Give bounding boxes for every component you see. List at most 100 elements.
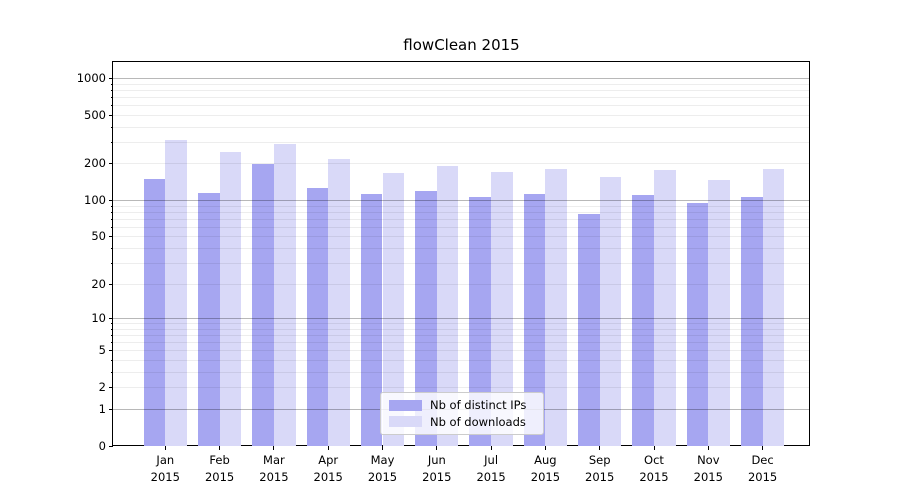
ytick-mark-minor bbox=[111, 328, 113, 330]
bar-s0-apr bbox=[306, 187, 329, 446]
gridline-minor bbox=[113, 226, 810, 228]
ytick-label: 10 bbox=[91, 310, 106, 325]
xtick-year: 2015 bbox=[367, 470, 398, 484]
ytick-mark-minor bbox=[111, 83, 113, 85]
bar-s0-aug bbox=[523, 194, 546, 446]
bar-s1-sep bbox=[599, 176, 622, 446]
xtick-year: 2015 bbox=[422, 470, 452, 484]
gridline-minor bbox=[113, 114, 810, 116]
xtick-month: Dec bbox=[751, 453, 774, 467]
xtick-label: Nov 2015 bbox=[681, 452, 735, 486]
bar-s1-may bbox=[382, 172, 405, 446]
xtick-month: Sep bbox=[588, 453, 611, 467]
xtick-month: Nov bbox=[697, 453, 720, 467]
ytick-label: 20 bbox=[91, 276, 106, 291]
ytick-mark-minor bbox=[111, 236, 113, 238]
ytick-mark-minor bbox=[111, 350, 113, 352]
ytick-mark bbox=[109, 445, 113, 447]
ytick-mark-minor bbox=[111, 141, 113, 143]
bar-s0-jun bbox=[415, 191, 437, 446]
xtick-mark bbox=[490, 446, 492, 450]
xtick-year: 2015 bbox=[530, 470, 561, 484]
ytick-mark-minor bbox=[111, 323, 113, 324]
ytick-mark-minor bbox=[111, 126, 113, 128]
xtick-label: Mar 2015 bbox=[247, 452, 301, 486]
bar-s1-dec bbox=[762, 169, 785, 446]
bar-s0-sep bbox=[578, 214, 600, 446]
ytick-mark-minor bbox=[111, 105, 113, 107]
legend: Nb of distinct IPs Nb of downloads bbox=[380, 392, 544, 435]
xtick-year: 2015 bbox=[313, 470, 343, 484]
bar-s1-jun bbox=[436, 166, 459, 446]
ytick-mark-minor bbox=[111, 334, 113, 336]
legend-swatch-distinct-ips-icon bbox=[389, 399, 422, 411]
bar-s1-jan bbox=[165, 140, 187, 446]
xtick-mark bbox=[164, 446, 166, 450]
gridline-major bbox=[113, 199, 810, 201]
xtick-month: Aug bbox=[534, 453, 557, 467]
xtick-label: Jan 2015 bbox=[138, 452, 192, 486]
gridline-minor bbox=[113, 328, 810, 330]
xtick-mark bbox=[382, 446, 383, 450]
gridline-minor bbox=[113, 205, 810, 207]
gridline-minor bbox=[113, 359, 810, 361]
ytick-label: 5 bbox=[98, 343, 106, 358]
xtick-year: 2015 bbox=[204, 470, 235, 484]
legend-label-downloads: Nb of downloads bbox=[430, 414, 526, 429]
ytick-mark-minor bbox=[111, 387, 113, 389]
bar-s1-feb bbox=[219, 151, 242, 446]
gridline-minor bbox=[113, 218, 810, 220]
gridline-minor bbox=[113, 141, 810, 143]
gridline-major bbox=[113, 317, 810, 319]
legend-entry-distinct-ips: Nb of distinct IPs bbox=[389, 397, 535, 413]
xtick-month: Mar bbox=[263, 453, 285, 467]
bar-s1-jul bbox=[491, 172, 513, 446]
ytick-mark-minor bbox=[111, 114, 113, 116]
ytick-label: 100 bbox=[84, 192, 106, 207]
gridline-minor bbox=[113, 96, 810, 98]
legend-swatch-downloads-icon bbox=[389, 416, 422, 428]
xtick-mark bbox=[219, 446, 221, 450]
bar-s1-nov bbox=[708, 180, 730, 446]
bar-s1-apr bbox=[328, 158, 350, 446]
xtick-mark bbox=[273, 446, 275, 450]
xtick-mark bbox=[327, 446, 329, 450]
ytick-mark-minor bbox=[111, 247, 113, 249]
ytick-mark bbox=[109, 77, 113, 79]
xtick-label: Jun 2015 bbox=[410, 452, 464, 486]
ytick-mark-minor bbox=[111, 205, 113, 207]
bar-s0-jul bbox=[469, 196, 492, 446]
gridline-minor bbox=[113, 247, 810, 249]
ytick-mark-minor bbox=[111, 89, 113, 91]
ytick-mark-minor bbox=[111, 163, 113, 165]
chart-title: flowClean 2015 bbox=[403, 36, 520, 54]
xtick-year: 2015 bbox=[747, 470, 778, 484]
xtick-month: Apr bbox=[318, 453, 339, 467]
xtick-year: 2015 bbox=[259, 470, 289, 484]
ytick-mark-minor bbox=[111, 371, 113, 373]
xtick-mark bbox=[653, 446, 655, 450]
gridline-minor bbox=[113, 89, 810, 91]
ytick-mark-minor bbox=[111, 341, 113, 343]
ytick-mark-minor bbox=[111, 211, 113, 213]
xtick-label: Aug 2015 bbox=[518, 452, 572, 486]
gridline-minor bbox=[113, 334, 810, 336]
ytick-label: 2 bbox=[98, 380, 106, 395]
xtick-year: 2015 bbox=[693, 470, 723, 484]
xtick-label: Sep 2015 bbox=[573, 452, 627, 486]
ytick-mark-minor bbox=[111, 96, 113, 98]
ytick-mark-minor bbox=[111, 226, 113, 228]
gridline-minor bbox=[113, 211, 810, 213]
legend-entry-downloads: Nb of downloads bbox=[389, 414, 535, 430]
ytick-mark-minor bbox=[111, 218, 113, 220]
gridline-minor bbox=[113, 83, 810, 85]
gridline-major bbox=[113, 77, 810, 79]
xtick-label: Apr 2015 bbox=[301, 452, 355, 486]
xtick-label: May 2015 bbox=[356, 452, 410, 486]
xtick-label: Oct 2015 bbox=[627, 452, 681, 486]
xtick-month: May bbox=[370, 453, 395, 467]
xtick-year: 2015 bbox=[150, 470, 180, 484]
xtick-month: Jun bbox=[427, 453, 446, 467]
xtick-mark bbox=[599, 446, 601, 450]
xtick-mark bbox=[707, 446, 709, 450]
